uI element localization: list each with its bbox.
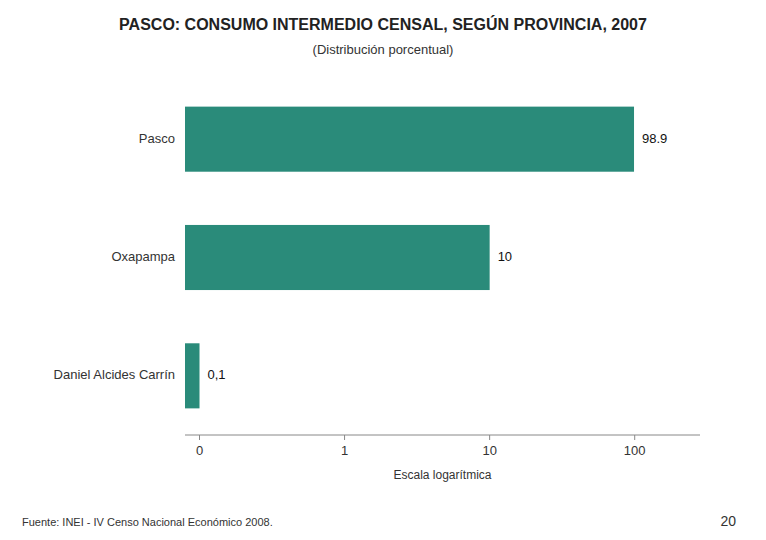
- x-tick-label: 100: [624, 443, 646, 458]
- x-tick-label: 1: [341, 443, 348, 458]
- x-tick: [634, 435, 635, 440]
- x-axis-label: Escala logarítmica: [393, 468, 491, 482]
- chart: PASCO: CONSUMO INTERMEDIO CENSAL, SEGÚN …: [0, 0, 766, 540]
- bar: [185, 343, 200, 408]
- category-label: Oxapampa: [111, 249, 175, 264]
- bars: [185, 107, 634, 409]
- subtitle: (Distribución porcentual): [313, 42, 454, 57]
- category-label: Pasco: [139, 131, 175, 146]
- x-tick: [199, 435, 200, 440]
- data-label: 0,1: [208, 367, 226, 382]
- labels: Pasco 98.9 Oxapampa 10 Daniel Alcides Carrín…: [54, 131, 668, 383]
- x-tick-label: 10: [482, 443, 496, 458]
- x-tick: [344, 435, 345, 440]
- x-tick: [489, 435, 490, 440]
- x-axis: 0 1 10 100: [185, 435, 700, 458]
- bar: [185, 107, 634, 172]
- data-label: 98.9: [642, 131, 667, 146]
- x-axis-line: [185, 435, 700, 436]
- source: Fuente: INEI - IV Censo Nacional Económi…: [22, 516, 273, 528]
- data-label: 10: [498, 249, 512, 264]
- x-tick-label: 0: [196, 443, 203, 458]
- page-number: 20: [720, 513, 736, 529]
- title: PASCO: CONSUMO INTERMEDIO CENSAL, SEGÚN …: [119, 15, 647, 33]
- category-label: Daniel Alcides Carrín: [54, 367, 175, 382]
- bar: [185, 225, 490, 290]
